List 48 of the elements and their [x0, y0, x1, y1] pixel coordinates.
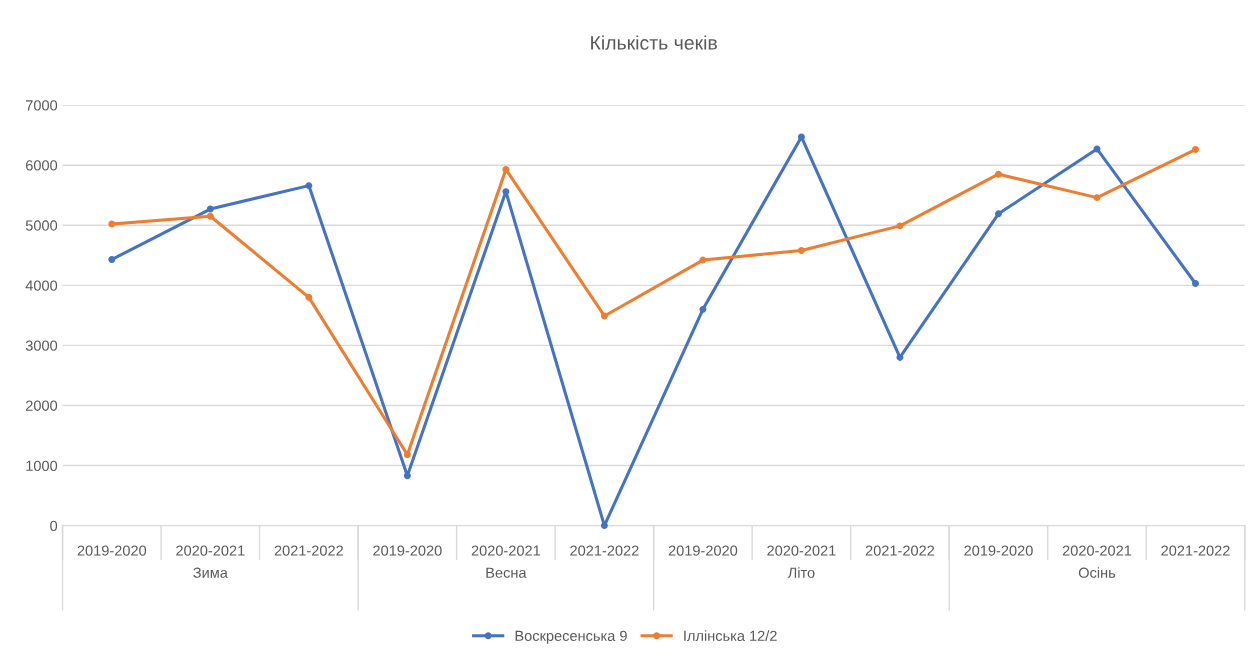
point: [600, 522, 608, 530]
y-tick-label: 5000: [25, 220, 58, 231]
point: [994, 170, 1002, 178]
point: [600, 312, 608, 320]
point: [305, 182, 313, 190]
x-tick-label: 2019-2020: [77, 545, 147, 556]
point: [699, 256, 707, 264]
x-tick-label: 2021-2022: [1161, 545, 1230, 556]
text: Літо: [787, 567, 815, 578]
x-tick-label: 2019-2020: [373, 545, 442, 556]
y-tick-label: 4000: [25, 280, 58, 291]
point: [108, 220, 116, 228]
x-tick-label: 2020-2021: [767, 545, 836, 556]
y-tick-label: 6000: [25, 160, 58, 171]
y-tick-label: 0: [50, 520, 58, 532]
text: Осінь: [1078, 567, 1116, 578]
y-tick-label: 7000: [26, 100, 58, 111]
point: [108, 256, 116, 263]
x-tick-label: 2021-2022: [274, 545, 343, 556]
point: [206, 205, 214, 213]
point: [896, 222, 904, 230]
x-tick-label: 2021-2022: [570, 545, 639, 556]
x-tick-label: 2020-2021: [176, 545, 245, 556]
point: [1192, 146, 1199, 154]
point: [797, 133, 805, 141]
x-tick-label: 2019-2020: [668, 545, 738, 556]
y-tick-label: 2000: [25, 400, 58, 411]
y-tick-label: 3000: [25, 340, 58, 351]
point: [699, 305, 707, 313]
point: [797, 247, 805, 254]
legend-label: Воскресенська 9: [515, 630, 627, 644]
point: [1192, 280, 1199, 287]
chart-title: Кількість чеків: [591, 35, 717, 50]
point: [502, 165, 510, 173]
point: [206, 212, 214, 220]
x-tick-label: 2021-2022: [865, 545, 935, 556]
x-tick-label: 2019-2020: [964, 545, 1033, 556]
point: [403, 472, 411, 480]
legend-label: Іллінська 12/2: [684, 630, 777, 641]
x-tick-label: 2020-2021: [471, 545, 541, 556]
point: [305, 293, 313, 301]
y-tick-label: 1000: [26, 460, 58, 471]
point: [1093, 194, 1101, 202]
point: [403, 451, 411, 459]
x-tick-label: 2020-2021: [1062, 545, 1132, 556]
text: Весна: [486, 567, 527, 578]
text: Зима: [193, 567, 228, 578]
point: [994, 210, 1002, 218]
